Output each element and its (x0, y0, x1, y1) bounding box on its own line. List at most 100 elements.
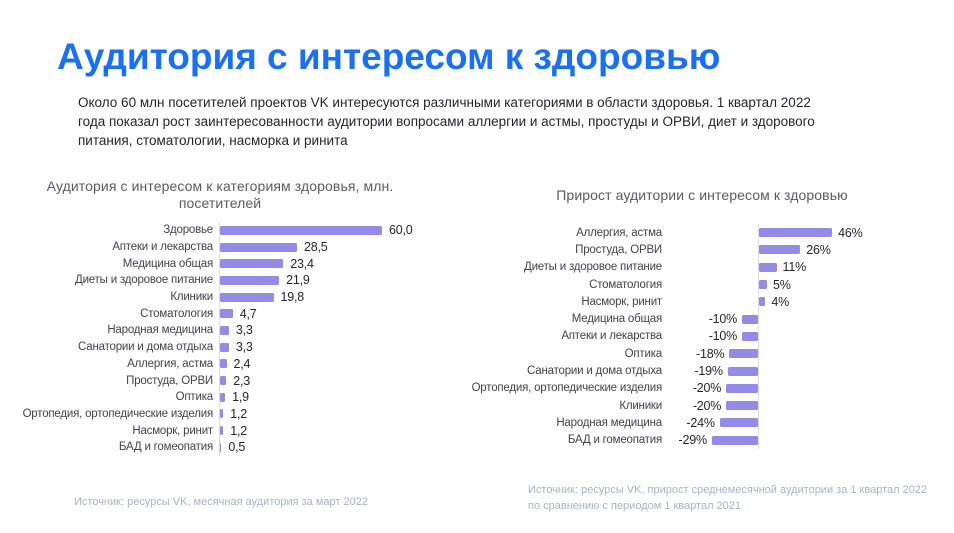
bar (759, 262, 777, 272)
bar-track: 3,3 (219, 338, 420, 356)
growth-chart-title: Прирост аудитории с интересом к здоровью (556, 187, 848, 203)
bar (759, 245, 801, 255)
page-title: Аудитория с интересом к здоровью (57, 36, 721, 77)
value-label: 21,9 (286, 273, 310, 288)
category-label: Аллергия, астма (127, 357, 213, 370)
negative-zone (668, 293, 758, 310)
category-label: Простуда, ОРВИ (126, 374, 213, 387)
value-label: 60,0 (389, 223, 413, 238)
audience-chart-source: Источник: ресурсы VK, месячная аудитория… (74, 496, 368, 508)
bar (220, 242, 297, 252)
value-label: 3,3 (235, 323, 253, 338)
bar-track: 23,4 (219, 255, 420, 273)
bar (220, 259, 284, 269)
bar (220, 376, 227, 386)
bar (220, 275, 280, 285)
positive-zone: 5% (758, 275, 942, 294)
bar (726, 383, 758, 393)
bar-row: Оптика 1,9 (20, 388, 420, 406)
bar (759, 280, 767, 290)
bar (220, 325, 229, 335)
value-label: 2,3 (233, 373, 250, 388)
bar-row: Аллергия, астма 2,4 (20, 355, 420, 373)
value-label: -10% (708, 312, 738, 327)
bar (220, 409, 224, 419)
value-label: 1,2 (230, 406, 247, 421)
bar-row: Санатории и дома отдыха -19% (462, 362, 942, 380)
positive-zone (758, 431, 942, 449)
value-label: -18% (696, 346, 725, 361)
intro-paragraph: Около 60 млн посетителей проектов VK инт… (78, 95, 815, 148)
positive-zone: 4% (758, 293, 942, 311)
category-label: Клиники (170, 291, 213, 304)
category-label: Простуда, ОРВИ (575, 243, 662, 256)
category-label: Ортопедия, ортопедические изделия (22, 407, 214, 420)
value-label: 28,5 (304, 240, 328, 255)
bar (220, 342, 229, 352)
category-label: Народная медицина (556, 416, 662, 429)
bar-row: Здоровье 60,0 (20, 222, 420, 239)
category-label: Здоровье (163, 224, 213, 237)
negative-zone: -24% (668, 414, 758, 431)
positive-zone (758, 414, 942, 432)
category-label: Насморк, ринит (581, 295, 662, 308)
audience-chart-bars: Здоровье 60,0 Аптеки и лекарства 28,5 Медици… (20, 222, 420, 456)
value-label: 3,3 (235, 340, 253, 355)
value-label: 2,4 (233, 356, 251, 371)
bar-row: Народная медицина 3,3 (20, 322, 420, 339)
category-label: Оптика (175, 391, 214, 404)
value-label: 0,5 (228, 440, 246, 455)
category-label: Ортопедия, ортопедические изделия (471, 382, 663, 395)
positive-zone (758, 345, 942, 363)
negative-zone: -20% (668, 380, 758, 397)
bar-track: 1,2 (219, 422, 420, 439)
bar (719, 418, 758, 428)
audience-chart-title: Аудитория с интересом к категориям здоро… (46, 178, 394, 211)
value-label: 23,4 (290, 256, 314, 271)
category-label: Медицина общая (571, 313, 662, 326)
positive-zone (758, 327, 942, 346)
bar (729, 349, 758, 359)
bar (220, 359, 227, 369)
bar (220, 426, 224, 436)
category-label: Аптеки и лекарства (561, 330, 662, 343)
category-label: БАД и гомеопатия (118, 441, 213, 454)
negative-zone: -20% (668, 397, 758, 414)
negative-zone (668, 259, 758, 276)
bar-row: Диеты и здоровое питание 21,9 (20, 272, 420, 289)
bar-row: Ортопедия, ортопедические изделия 1,2 (20, 405, 420, 423)
bar-track: 1,2 (219, 405, 420, 423)
bar-row: БАД и гомеопатия -29% (462, 431, 942, 449)
value-label: -20% (692, 381, 722, 396)
bar (711, 435, 758, 445)
bar-track: 2,4 (219, 355, 420, 373)
positive-zone (758, 310, 942, 328)
bar-row: Клиники 19,8 (20, 288, 420, 306)
bar-row: Клиники -20% (462, 396, 942, 415)
bar-row: Аптеки и лекарства 28,5 (20, 238, 420, 256)
bar-track: 2,3 (219, 372, 420, 389)
positive-zone: 26% (758, 241, 942, 259)
value-label: 5% (773, 277, 791, 292)
positive-zone (758, 396, 942, 415)
bar-track: 1,9 (219, 388, 420, 406)
category-label: Медицина общая (122, 257, 213, 270)
bar-row: Насморк, ринит 1,2 (20, 422, 420, 439)
category-label: Оптика (624, 347, 663, 360)
category-label: Санатории и дома отдыха (527, 365, 662, 378)
bar-row: Простуда, ОРВИ 2,3 (20, 372, 420, 389)
bar (742, 331, 758, 341)
bar (727, 366, 758, 376)
bar-row: Медицина общая 23,4 (20, 255, 420, 273)
negative-zone (668, 276, 758, 293)
bar-track: 21,9 (219, 272, 420, 289)
positive-zone (758, 379, 942, 397)
positive-zone (758, 362, 942, 380)
category-label: БАД и гомеопатия (567, 434, 662, 447)
growth-chart-source: Источник: ресурсы VK, прирост среднемеся… (528, 484, 928, 512)
bar-row: Стоматология 5% (462, 275, 942, 294)
value-label: 1,2 (230, 423, 247, 438)
value-label: -29% (678, 433, 708, 448)
negative-zone: -10% (668, 310, 758, 327)
